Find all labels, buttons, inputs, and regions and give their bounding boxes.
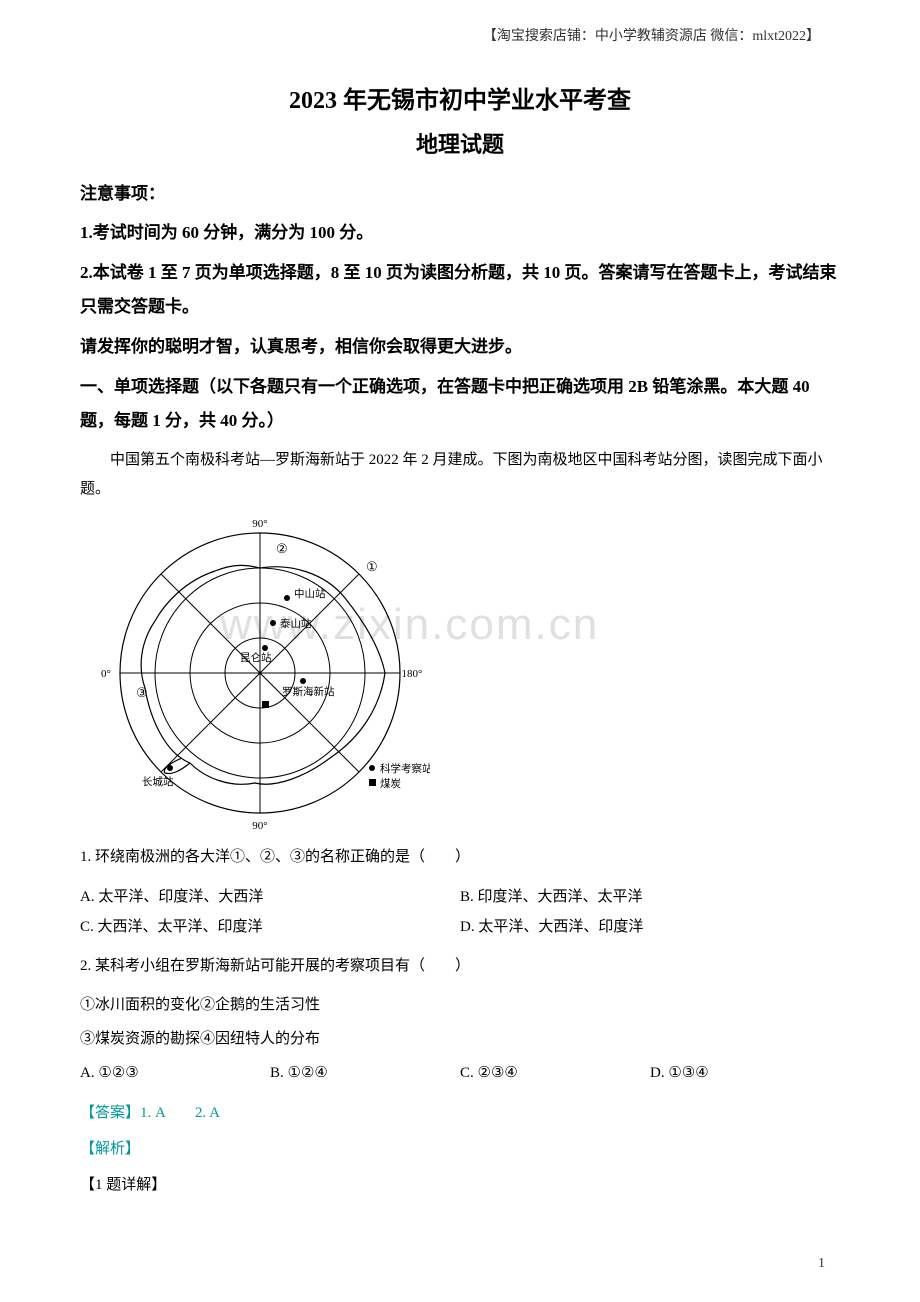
q1-option-a: A. 太平洋、印度洋、大西洋 [80,882,460,912]
notice-item-2: 2.本试卷 1 至 7 页为单项选择题，8 至 10 页为读图分析题，共 10 … [80,256,840,324]
q1-options: A. 太平洋、印度洋、大西洋 B. 印度洋、大西洋、太平洋 C. 大西洋、太平洋… [80,882,840,942]
station-kunlun: 昆仑站 [240,651,272,664]
question-2: 2. 某科考小组在罗斯海新站可能开展的考察项目有（ ） [80,952,840,981]
label-left: 0° [101,668,111,680]
detail-label: 【1 题详解】 [80,1170,840,1200]
q1-number: 1. [80,849,91,865]
q2-option-d: D. ①③④ [650,1058,840,1088]
analysis-label: 【解析】 [80,1134,840,1164]
ocean-3: ③ [136,685,148,700]
exam-subtitle: 地理试题 [80,127,840,159]
q1-option-d: D. 太平洋、大西洋、印度洋 [460,912,840,942]
q2-subitem-2: ③煤炭资源的勘探④因纽特人的分布 [80,1024,840,1054]
notice-title: 注意事项： [80,179,840,204]
header-note: 【淘宝搜索店铺：中小学教辅资源店 微信：mlxt2022】 [483,25,820,45]
legend-station: 科学考察站 [380,762,430,775]
antarctic-diagram: 90° 90° 0° 180° ① ② ③ 中山站 泰山站 昆仑站 罗斯海新站 … [90,513,430,833]
q2-option-a: A. ①②③ [80,1058,270,1088]
station-changcheng: 长城站 [142,775,174,788]
q1-option-c: C. 大西洋、太平洋、印度洋 [80,912,460,942]
label-right: 180° [402,668,423,680]
question-1: 1. 环绕南极洲的各大洋①、②、③的名称正确的是（ ） [80,843,840,872]
exam-title: 2023 年无锡市初中学业水平考查 [80,80,840,115]
q2-text: 某科考小组在罗斯海新站可能开展的考察项目有（ ） [95,958,470,974]
context-text: 中国第五个南极科考站—罗斯海新站于 2022 年 2 月建成。下图为南极地区中国… [80,446,840,503]
q1-text: 环绕南极洲的各大洋①、②、③的名称正确的是（ ） [95,849,470,865]
answer-label: 【答案】1. A 2. A [80,1098,840,1128]
notice-item-1: 1.考试时间为 60 分钟，满分为 100 分。 [80,216,840,250]
station-zhongshan: 中山站 [294,587,326,600]
notice-item-3: 请发挥你的聪明才智，认真思考，相信你会取得更大进步。 [80,330,840,364]
ocean-1: ① [366,559,378,574]
ocean-2: ② [276,541,288,556]
q2-option-b: B. ①②④ [270,1058,460,1088]
q2-option-c: C. ②③④ [460,1058,650,1088]
station-taishan: 泰山站 [280,617,312,630]
label-bottom: 90° [252,820,267,832]
section-title: 一、单项选择题（以下各题只有一个正确选项，在答题卡中把正确选项用 2B 铅笔涂黑… [80,370,840,438]
q1-option-b: B. 印度洋、大西洋、太平洋 [460,882,840,912]
q2-number: 2. [80,958,91,974]
legend-coal: 煤炭 [380,777,401,790]
station-luosihai: 罗斯海新站 [282,685,335,698]
q2-options: A. ①②③ B. ①②④ C. ②③④ D. ①③④ [80,1058,840,1088]
label-top: 90° [252,518,267,530]
q2-subitem-1: ①冰川面积的变化②企鹅的生活习性 [80,990,840,1020]
page-number: 1 [818,1256,825,1272]
